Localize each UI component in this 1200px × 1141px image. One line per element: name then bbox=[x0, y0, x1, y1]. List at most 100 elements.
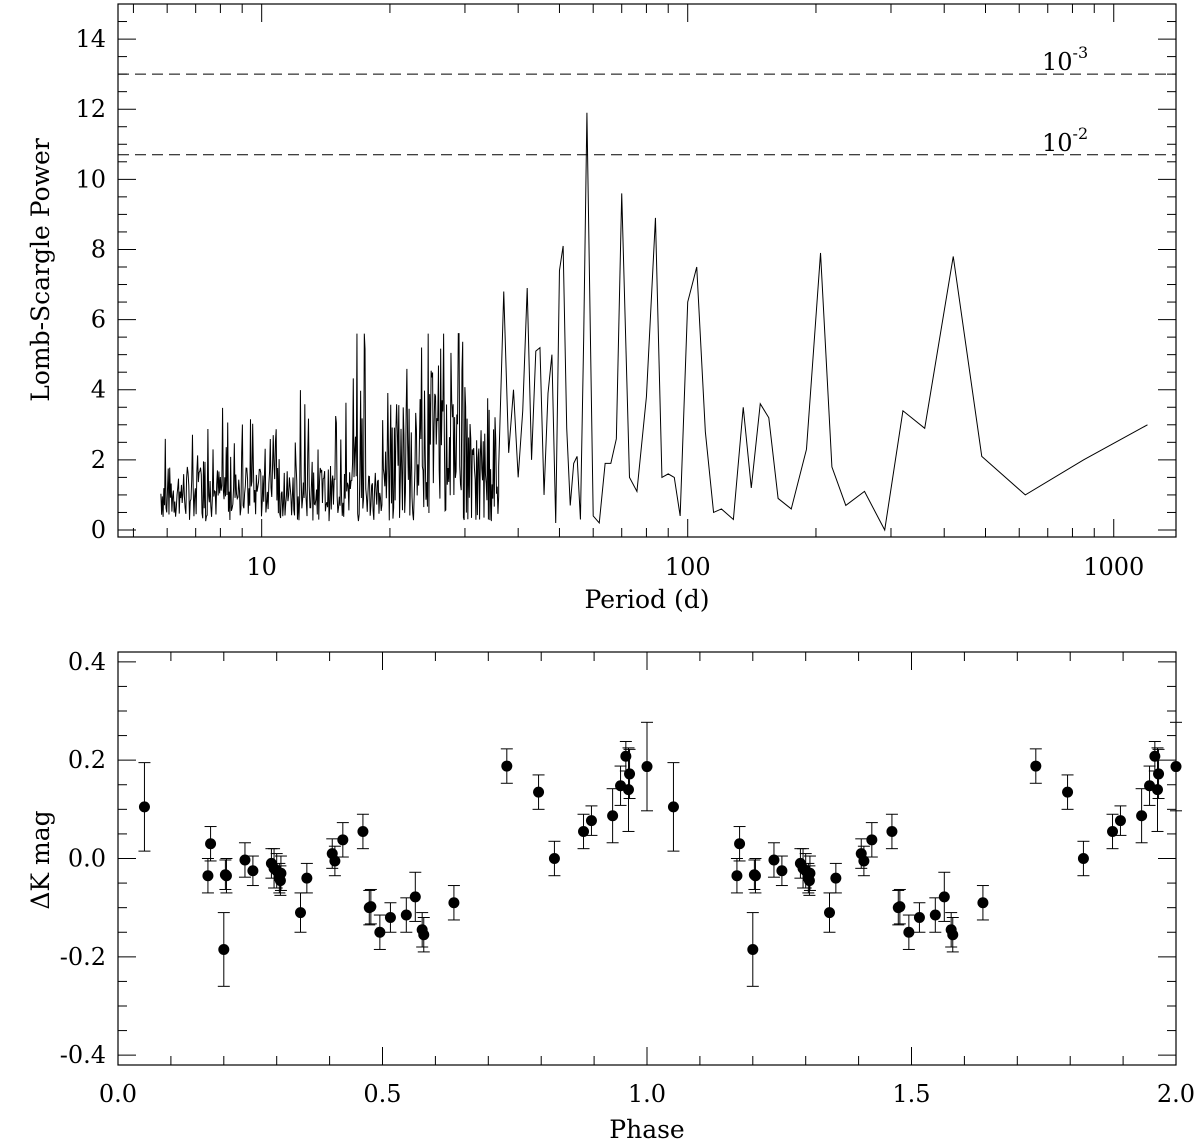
data-marker bbox=[365, 901, 377, 913]
data-point bbox=[938, 871, 951, 922]
data-marker bbox=[749, 870, 761, 882]
periodogram-panel: 10-3 10-2 10 100 1000 0 2 4 6 8 10 12 14 Period (d)… bbox=[26, 3, 1177, 614]
data-marker bbox=[641, 761, 653, 773]
data-marker bbox=[301, 872, 313, 884]
y-tick-label: 4 bbox=[91, 376, 106, 404]
data-point bbox=[500, 748, 513, 784]
data-point bbox=[1152, 748, 1165, 800]
data-marker bbox=[239, 854, 251, 866]
data-marker bbox=[624, 768, 636, 780]
y-tick-label: 14 bbox=[75, 25, 106, 53]
phase-ticks bbox=[117, 652, 1177, 1065]
data-point bbox=[417, 917, 430, 953]
data-marker bbox=[1153, 768, 1165, 780]
data-point bbox=[823, 892, 836, 933]
data-marker bbox=[894, 901, 906, 913]
y-tick-label: 12 bbox=[75, 95, 106, 123]
data-marker bbox=[1170, 761, 1182, 773]
x-tick-label: 0.0 bbox=[99, 1080, 137, 1108]
data-marker bbox=[329, 855, 341, 867]
data-point bbox=[532, 774, 545, 810]
data-marker bbox=[578, 825, 590, 837]
x-tick-label: 1.5 bbox=[892, 1080, 930, 1108]
y-tick-label: 0.2 bbox=[68, 746, 106, 774]
data-point bbox=[622, 747, 635, 832]
data-marker bbox=[747, 943, 759, 955]
data-marker bbox=[220, 870, 232, 882]
data-marker bbox=[731, 870, 743, 882]
phase-panel: 0.0 0.5 1.0 1.5 2.0 -0.4 -0.2 0.0 0.2 0.4 Phase Δ… bbox=[26, 648, 1195, 1141]
data-point bbox=[201, 858, 214, 894]
data-marker bbox=[622, 784, 634, 796]
data-point bbox=[623, 748, 636, 800]
periodogram-line bbox=[160, 112, 1148, 532]
x-tick-label: 2.0 bbox=[1157, 1080, 1195, 1108]
data-marker bbox=[938, 891, 950, 903]
data-point bbox=[217, 912, 230, 987]
data-marker bbox=[667, 801, 679, 813]
data-marker bbox=[418, 929, 430, 941]
data-marker bbox=[374, 926, 386, 938]
data-marker bbox=[929, 909, 941, 921]
y-tick-label: 10 bbox=[75, 165, 106, 193]
data-marker bbox=[218, 943, 230, 955]
data-point bbox=[749, 858, 762, 894]
data-marker bbox=[776, 865, 788, 877]
data-point bbox=[976, 885, 989, 921]
data-marker bbox=[607, 810, 619, 822]
data-marker bbox=[448, 897, 460, 909]
data-point bbox=[409, 871, 422, 922]
y-tick-label: 0.4 bbox=[68, 648, 106, 676]
y-tick-label: 2 bbox=[91, 446, 106, 474]
data-point bbox=[913, 902, 926, 933]
data-marker bbox=[337, 834, 349, 846]
data-point bbox=[946, 917, 959, 953]
x-tick-label: 10 bbox=[246, 553, 277, 581]
y-tick-label: -0.4 bbox=[60, 1041, 106, 1069]
data-point bbox=[893, 888, 906, 925]
y-tick-label: 6 bbox=[91, 306, 106, 334]
data-marker bbox=[357, 825, 369, 837]
data-point bbox=[730, 858, 743, 894]
data-marker bbox=[913, 912, 925, 923]
data-point bbox=[865, 822, 878, 858]
data-point bbox=[1151, 747, 1164, 832]
data-point bbox=[1114, 805, 1127, 836]
phase-x-axis-label: Phase bbox=[609, 1115, 684, 1141]
data-marker bbox=[501, 760, 513, 772]
data-point bbox=[548, 840, 561, 877]
data-point bbox=[274, 855, 287, 891]
false-alarm-label: 10-2 bbox=[1042, 124, 1088, 157]
data-point bbox=[1170, 721, 1182, 812]
x-tick-label: 0.5 bbox=[363, 1080, 401, 1108]
data-point bbox=[1061, 774, 1074, 810]
data-marker bbox=[858, 855, 870, 867]
data-marker bbox=[533, 786, 545, 798]
data-marker bbox=[409, 891, 421, 903]
data-point bbox=[929, 897, 942, 933]
data-marker bbox=[866, 834, 878, 846]
data-marker bbox=[1151, 784, 1163, 796]
data-point bbox=[300, 862, 313, 894]
data-point bbox=[204, 826, 217, 862]
data-marker bbox=[548, 853, 560, 864]
data-marker bbox=[886, 825, 898, 837]
data-marker bbox=[205, 838, 217, 850]
data-marker bbox=[734, 838, 746, 850]
data-point bbox=[606, 788, 619, 844]
data-point bbox=[641, 721, 653, 812]
data-point bbox=[447, 885, 460, 921]
y-tick-label: -0.2 bbox=[60, 943, 106, 971]
phase-tick-labels: 0.0 0.5 1.0 1.5 2.0 -0.4 -0.2 0.0 0.2 0.4 bbox=[60, 648, 1195, 1108]
data-marker bbox=[384, 912, 396, 923]
data-point bbox=[767, 842, 780, 878]
data-point bbox=[902, 914, 915, 950]
data-point bbox=[328, 845, 341, 877]
data-point bbox=[384, 902, 397, 933]
data-marker bbox=[138, 801, 150, 813]
data-point bbox=[829, 862, 842, 894]
data-marker bbox=[202, 870, 214, 882]
data-point bbox=[585, 805, 598, 836]
y-tick-label: 0 bbox=[91, 516, 106, 544]
data-marker bbox=[947, 929, 959, 941]
